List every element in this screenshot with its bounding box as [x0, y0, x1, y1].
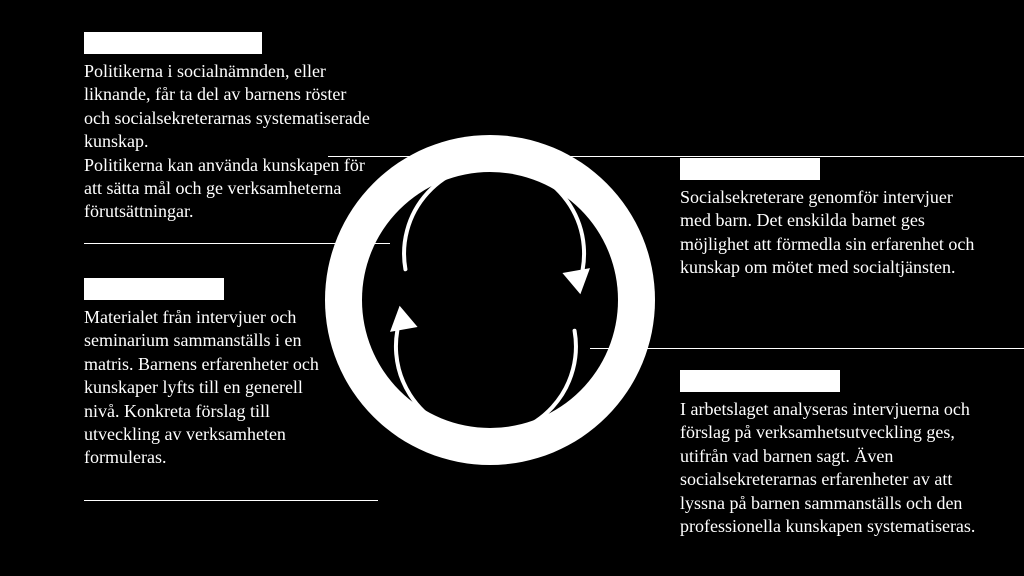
block-bottom-right: I arbetslaget analyseras intervjuerna oc…: [680, 370, 990, 538]
body-text: Materialet från intervjuer och seminariu…: [84, 306, 324, 470]
header-box: [84, 278, 224, 300]
body-text: I arbetslaget analyseras intervjuerna oc…: [680, 398, 990, 538]
body-text: Politikerna i socialnämnden, eller likna…: [84, 60, 374, 224]
header-box: [680, 370, 840, 392]
block-mid-left: Materialet från intervjuer och seminariu…: [84, 278, 324, 470]
divider: [328, 156, 1024, 157]
block-top-left: Politikerna i socialnämnden, eller likna…: [84, 32, 374, 224]
body-text: Socialsekreterare genomför intervjuer me…: [680, 186, 980, 280]
divider: [84, 500, 378, 501]
header-box: [680, 158, 820, 180]
divider: [590, 348, 1024, 349]
block-top-right: Socialsekreterare genomför intervjuer me…: [680, 158, 980, 280]
header-box: [84, 32, 262, 54]
divider: [84, 243, 390, 244]
